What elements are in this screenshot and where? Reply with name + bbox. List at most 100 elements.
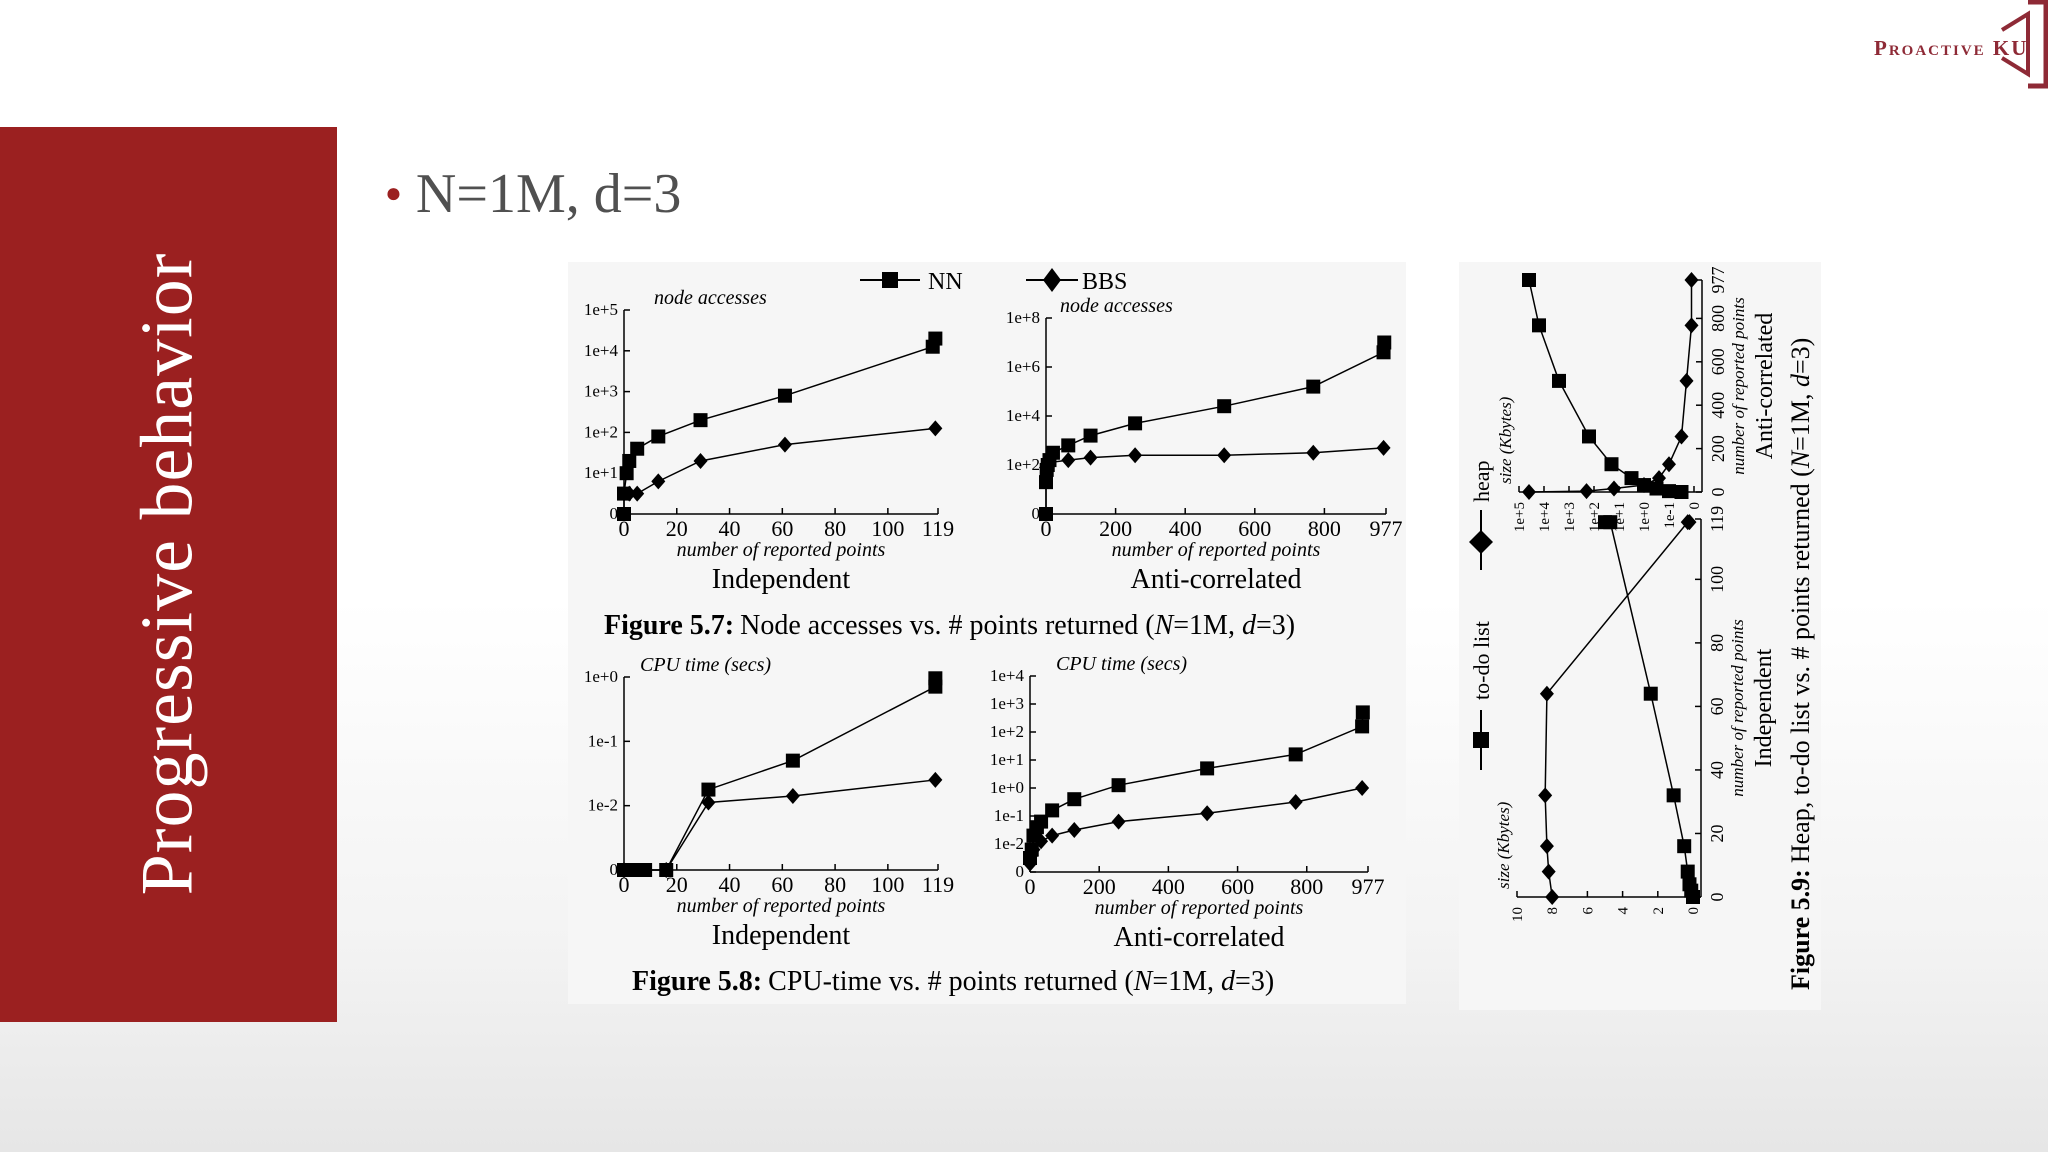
- x-tick-label: 0: [1707, 893, 1727, 902]
- data-point-heap: [1652, 470, 1666, 487]
- data-point-bbs: [659, 862, 674, 878]
- y-tick-label: 0: [1016, 862, 1025, 881]
- y-tick-label: 2: [1651, 907, 1667, 915]
- figure-5-9: heap to-do list 020040060080097701e-11e+…: [1469, 267, 1815, 990]
- data-point-nn: [1061, 438, 1076, 453]
- figures-5-7-5-8: NN BBS 01e+11e+21e+31e+41e+50 20 40 60 80 100…: [584, 268, 1403, 997]
- x-tick-label: 0: [1041, 516, 1052, 541]
- y-axis-label: CPU time (secs): [1056, 653, 1187, 675]
- data-point-bbs: [1111, 813, 1126, 830]
- data-point-heap: [1684, 317, 1699, 334]
- y-tick-label: 1e+5: [584, 300, 618, 319]
- x-tick-label: 40: [719, 872, 741, 897]
- data-point-bbs: [630, 485, 645, 502]
- data-point-heap: [1545, 889, 1560, 905]
- slide-title: Progressive behavior: [126, 252, 209, 896]
- y-axis-label: size (Kbytes): [1496, 396, 1515, 484]
- data-point-bbs: [1288, 794, 1303, 810]
- data-point-bbs: [1061, 452, 1076, 469]
- chart-subtitle: Anti-correlated: [1752, 313, 1778, 460]
- data-point-heap: [1682, 514, 1697, 531]
- y-tick-label: 1e+0: [584, 667, 618, 686]
- legend-heap-label: heap: [1469, 460, 1494, 502]
- x-tick-label: 800: [1308, 516, 1341, 541]
- data-point-to-do-list: [1682, 877, 1697, 892]
- data-point-bbs: [1306, 444, 1321, 461]
- fig59-d-symbol: d: [1786, 373, 1815, 387]
- bullet-item: ● N=1M, d=3: [385, 162, 681, 226]
- x-tick-label: 80: [1707, 634, 1727, 652]
- data-point-heap: [1522, 484, 1536, 500]
- y-tick-label: 1e+0: [1637, 502, 1653, 532]
- data-point-nn: [617, 507, 631, 521]
- data-point-heap: [1607, 480, 1621, 497]
- x-tick-label: 600: [1238, 516, 1271, 541]
- y-tick-label: 1e+2: [1006, 455, 1040, 474]
- data-point-to-do-list: [1662, 484, 1676, 499]
- x-tick-label: 800: [1290, 874, 1323, 899]
- x-axis-label: number of reported points: [1728, 619, 1747, 797]
- data-point-bbs: [693, 452, 708, 469]
- data-point-nn: [1288, 747, 1303, 762]
- x-tick-label: 100: [871, 516, 904, 541]
- side-band: [0, 127, 337, 1022]
- data-point-nn: [1200, 761, 1215, 776]
- x-tick-label: 60: [771, 516, 793, 541]
- chart-subtitle: Anti-correlated: [1113, 922, 1284, 953]
- data-point-bbs: [1045, 827, 1060, 844]
- x-tick-label: 80: [824, 516, 846, 541]
- data-point-heap: [1539, 838, 1554, 855]
- x-tick-label: 800: [1708, 305, 1728, 332]
- y-tick-label: 1e+5: [1512, 502, 1528, 532]
- legend: NN BBS: [860, 268, 1127, 295]
- data-point-heap: [1674, 428, 1689, 445]
- y-tick-label: 0: [610, 860, 619, 879]
- x-tick-label: 0: [619, 872, 630, 897]
- bullet-text: N=1M, d=3: [415, 163, 682, 225]
- y-tick-label: 1e+0: [990, 778, 1024, 797]
- y-tick-label: 1e+4: [990, 666, 1025, 685]
- y-tick-label: 1e+3: [990, 694, 1024, 713]
- data-point-bbs: [622, 485, 637, 502]
- data-point-bbs: [1042, 454, 1057, 471]
- data-point-bbs: [1083, 449, 1098, 466]
- x-tick-label: 40: [1707, 761, 1727, 779]
- data-point-bbs: [701, 794, 716, 811]
- y-tick-label: 0: [1687, 502, 1703, 510]
- x-tick-label: 977: [1708, 267, 1728, 294]
- x-tick-label: 0: [1025, 874, 1036, 899]
- legend-bbs-label: BBS: [1082, 269, 1127, 295]
- data-point-bbs: [928, 420, 943, 437]
- data-point-nn: [1039, 475, 1053, 490]
- fig59-caption: Figure 5.9: Heap, to-do list vs. # points…: [1786, 338, 1815, 990]
- x-tick-label: 60: [771, 872, 793, 897]
- logo-mark-icon: [2000, 0, 2048, 89]
- data-point-to-do-list: [1522, 273, 1536, 287]
- x-tick-label: 20: [666, 872, 688, 897]
- x-tick-label: 100: [871, 872, 904, 897]
- fig59-n-symbol: N: [1786, 449, 1815, 469]
- data-point-heap: [1538, 787, 1553, 804]
- x-tick-label: 100: [1707, 566, 1727, 593]
- x-tick-label: 400: [1708, 392, 1728, 419]
- x-tick-label: 20: [1707, 824, 1727, 842]
- series-line-nn: [623, 338, 937, 514]
- data-point-nn: [622, 453, 637, 468]
- x-tick-label: 400: [1169, 516, 1202, 541]
- proactive-ku-logo: Proactive KU: [1870, 0, 2048, 92]
- y-tick-label: 1e+3: [1562, 502, 1578, 532]
- y-tick-label: 1e-1: [588, 731, 618, 750]
- data-point-heap: [1541, 863, 1556, 880]
- x-tick-label: 977: [1352, 874, 1385, 899]
- data-point-bbs: [617, 862, 631, 878]
- x-tick-label: 200: [1708, 435, 1728, 462]
- x-tick-label: 119: [922, 872, 954, 897]
- data-point-nn: [1067, 792, 1082, 807]
- data-point-nn: [1355, 719, 1370, 734]
- x-tick-label: 0: [619, 516, 630, 541]
- x-tick-label: 600: [1708, 348, 1728, 375]
- y-tick-label: 1e+6: [1006, 357, 1040, 376]
- x-tick-label: 400: [1152, 874, 1185, 899]
- data-point-nn: [1034, 814, 1049, 829]
- y-tick-label: 1e+2: [990, 722, 1024, 741]
